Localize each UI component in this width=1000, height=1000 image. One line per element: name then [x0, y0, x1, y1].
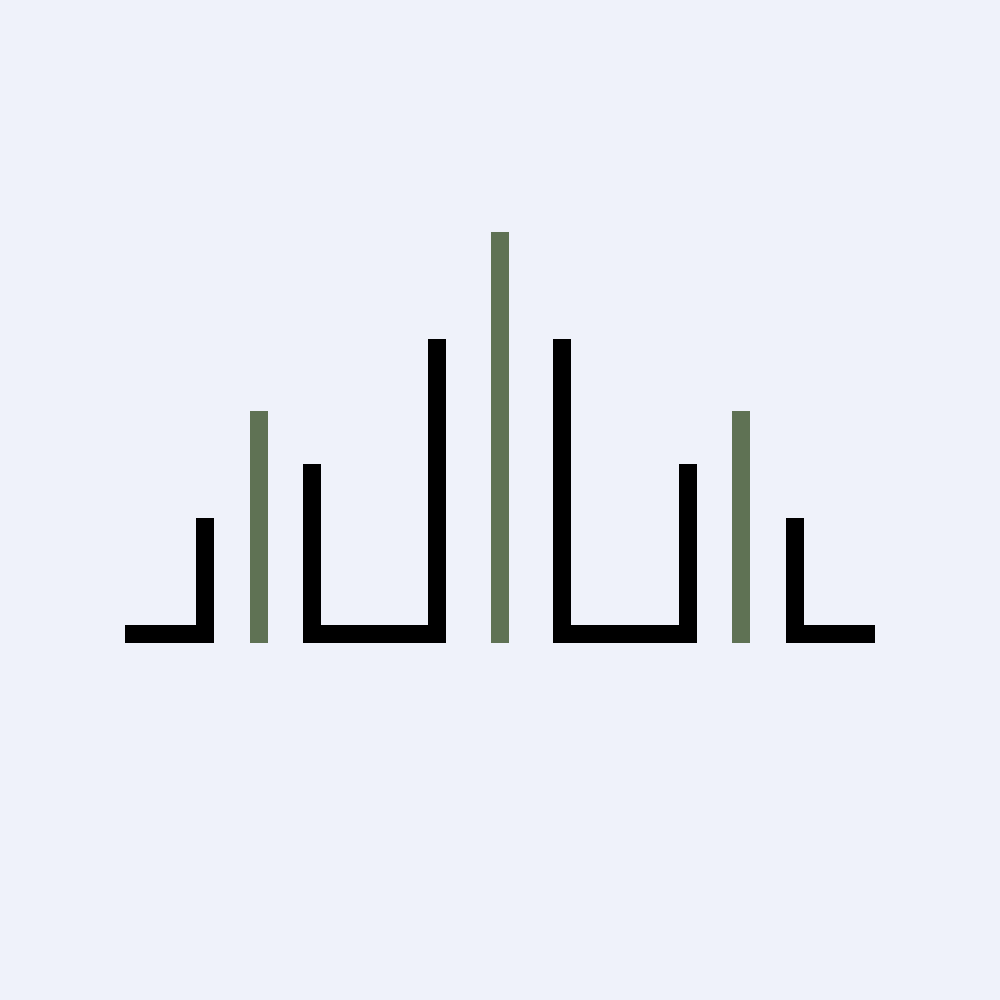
- left-u-shape: [303, 339, 446, 643]
- right-outer-l-shape: [786, 518, 875, 643]
- left-accent-bar: [250, 411, 268, 643]
- right-accent-bar: [732, 411, 750, 643]
- right-u-shape: [553, 339, 697, 643]
- left-outer-l-shape: [125, 518, 214, 643]
- center-accent-bar: [491, 232, 509, 643]
